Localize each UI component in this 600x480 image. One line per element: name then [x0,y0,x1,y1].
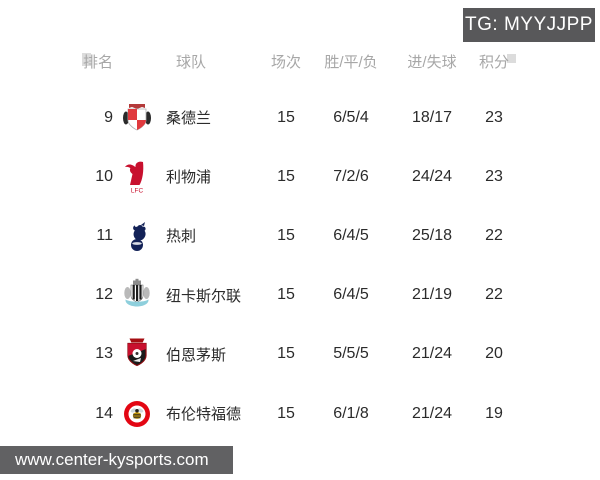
rank-cell: 11 [96,226,113,244]
bournemouth-crest-icon [113,337,160,371]
team-name: 布伦特福德 [166,406,242,424]
header-wdl: 胜/平/负 [324,53,378,71]
points-cell: 23 [485,167,503,185]
goals-cell: 24/24 [411,167,453,185]
team-name: 热刺 [166,228,197,246]
liverpool-crest-icon: LFC [113,160,160,194]
points-cell: 22 [485,286,503,304]
wdl-cell: 6/4/5 [333,286,369,304]
site-watermark-text: www.center-kysports.com [15,450,209,469]
played-cell: 15 [277,345,295,363]
team-name: 桑德兰 [166,110,212,128]
wdl-cell: 7/2/6 [333,167,369,185]
table-row-brentford[interactable]: 14 布伦特福德 15 6/1/8 21/24 19 [0,384,540,443]
rank-cell: 9 [104,108,113,126]
goals-cell: 21/24 [411,345,453,363]
played-cell: 15 [277,167,295,185]
header-points: 积分 [478,53,509,71]
table-row-sunderland[interactable]: 9 桑德兰 15 6/5/4 18/17 23 [0,88,540,147]
table-header-row: 排名 球队 场次 胜/平/负 进/失球 积分 [0,44,540,78]
watermark-artifact-square [82,53,91,66]
rank-cell: 12 [95,286,113,304]
points-cell: 20 [485,345,503,363]
wdl-cell: 6/4/5 [333,226,369,244]
sunderland-crest-icon [113,101,160,135]
played-cell: 15 [277,404,295,422]
header-team: 球队 [176,53,207,71]
team-name: 伯恩茅斯 [166,346,227,364]
table-row-tottenham[interactable]: 11 热刺 15 6/4/5 25/18 22 [0,206,540,265]
telegram-watermark-badge: TG: MYYJJPP [463,8,595,42]
team-name: 纽卡斯尔联 [166,287,242,305]
site-watermark-bar: www.center-kysports.com [0,446,233,474]
header-played: 场次 [270,53,301,71]
goals-cell: 21/24 [411,404,453,422]
header-goals: 进/失球 [407,53,457,71]
points-cell: 22 [485,226,503,244]
team-name: 利物浦 [166,169,212,187]
points-cell: 23 [485,108,503,126]
svg-text:LFC: LFC [130,187,143,194]
newcastle-crest-icon [113,278,160,312]
table-row-liverpool[interactable]: 10 LFC 利物浦 15 7/2/6 24/24 23 [0,147,540,206]
played-cell: 15 [277,226,295,244]
header-rank: 排名 [82,53,113,71]
rank-cell: 14 [95,404,113,422]
points-cell: 19 [485,404,503,422]
wdl-cell: 6/1/8 [333,404,369,422]
played-cell: 15 [277,108,295,126]
rank-cell: 13 [95,345,113,363]
goals-cell: 25/18 [411,226,453,244]
table-row-newcastle[interactable]: 12 纽卡斯尔联 15 6/4/5 [0,266,540,325]
wdl-cell: 6/5/4 [333,108,369,126]
wdl-cell: 5/5/5 [333,345,369,363]
league-table: 排名 球队 场次 胜/平/负 进/失球 积分 9 [0,44,540,443]
played-cell: 15 [277,286,295,304]
table-row-bournemouth[interactable]: 13 伯恩茅斯 15 5/5/5 21/24 20 [0,325,540,384]
brentford-crest-icon [113,397,160,431]
table-body: 9 桑德兰 15 6/5/4 18/17 23 [0,88,540,443]
rank-cell: 10 [95,167,113,185]
watermark-artifact-square [507,54,516,63]
tottenham-crest-icon [113,219,160,253]
goals-cell: 21/19 [411,286,453,304]
goals-cell: 18/17 [411,108,453,126]
